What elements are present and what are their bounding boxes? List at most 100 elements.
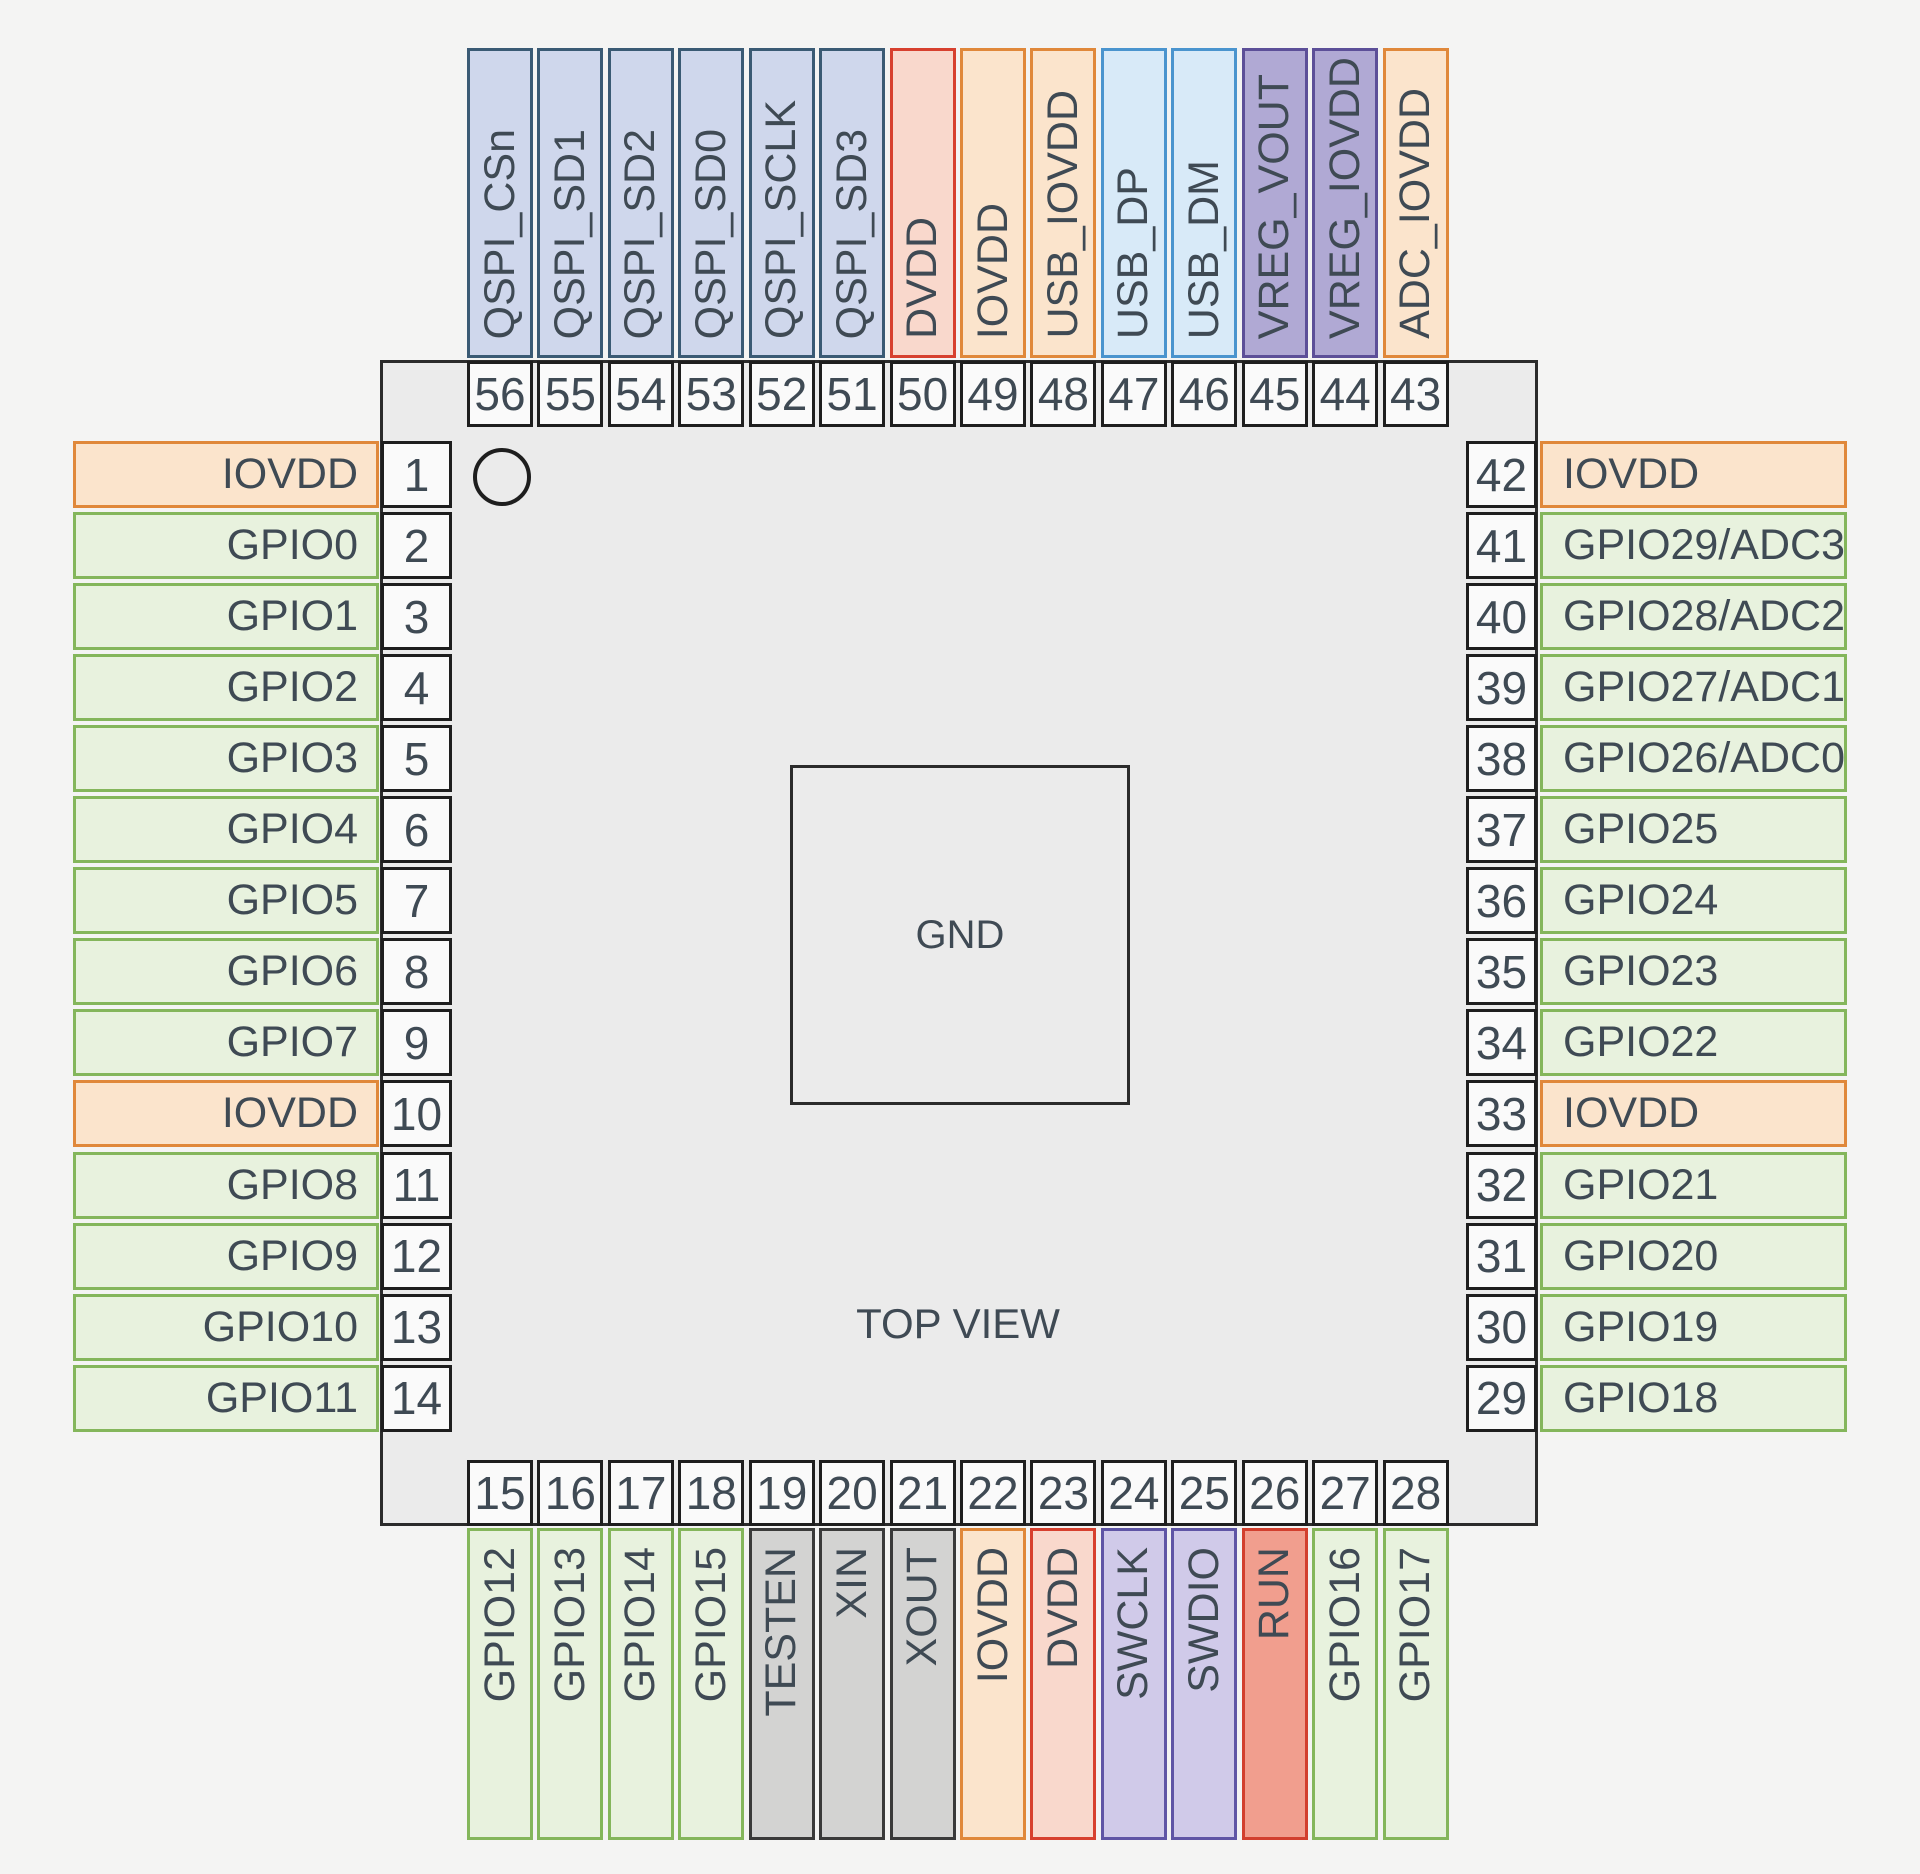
pin-number-45: 45: [1241, 361, 1308, 427]
pin-label-text-2: GPIO0: [226, 521, 358, 570]
pin-label-41: GPIO29/ADC3: [1540, 512, 1847, 580]
pin-label-53: QSPI_SD0: [678, 48, 745, 358]
pin-label-48: USB_IOVDD: [1030, 48, 1097, 358]
pin-number-text-30: 30: [1475, 1301, 1528, 1354]
pin-number-text-9: 9: [403, 1016, 430, 1069]
pin-number-42: 42: [1466, 441, 1537, 508]
pin-label-text-40: GPIO28/ADC2: [1563, 592, 1845, 641]
pin-label-28: GPIO17: [1382, 1528, 1449, 1840]
pin-number-text-23: 23: [1037, 1467, 1090, 1519]
pin-label-33: IOVDD: [1540, 1080, 1847, 1148]
pin-label-text-8: GPIO6: [226, 947, 358, 996]
pin-label-text-30: GPIO19: [1563, 1302, 1719, 1351]
pin-label-text-24: SWCLK: [1109, 1547, 1158, 1700]
pin-number-text-12: 12: [390, 1230, 443, 1283]
pin-label-50: DVDD: [889, 48, 956, 358]
pin-label-text-25: SWDIO: [1179, 1547, 1228, 1693]
pin-label-text-10: IOVDD: [221, 1089, 358, 1138]
pin-label-text-13: GPIO10: [202, 1302, 358, 1351]
pin-label-10: IOVDD: [73, 1080, 379, 1148]
pin-number-21: 21: [889, 1460, 956, 1526]
pin-label-26: RUN: [1241, 1528, 1308, 1840]
pin-number-13: 13: [381, 1293, 452, 1361]
pin-number-31: 31: [1466, 1222, 1537, 1290]
pin-label-text-28: GPIO17: [1391, 1547, 1440, 1703]
pin-label-40: GPIO28/ADC2: [1540, 583, 1847, 651]
pin-label-15: GPIO12: [467, 1528, 533, 1840]
pin-number-20: 20: [819, 1460, 886, 1526]
pin-number-9: 9: [381, 1009, 452, 1077]
pin-label-text-32: GPIO21: [1563, 1160, 1719, 1209]
pin-number-text-33: 33: [1475, 1087, 1528, 1140]
pin-label-18: GPIO15: [678, 1528, 745, 1840]
pin-label-4: GPIO2: [73, 654, 379, 722]
pin-number-text-22: 22: [967, 1467, 1019, 1519]
pin-label-1: IOVDD: [73, 441, 379, 508]
pin-label-text-22: IOVDD: [968, 1547, 1017, 1684]
pin-number-54: 54: [607, 361, 674, 427]
pin-number-text-2: 2: [403, 519, 430, 572]
pin-label-46: USB_DM: [1171, 48, 1238, 358]
pin-number-text-32: 32: [1475, 1159, 1528, 1211]
pin-number-text-29: 29: [1475, 1372, 1528, 1425]
pin-number-text-13: 13: [390, 1301, 443, 1354]
pin-label-text-11: GPIO8: [226, 1160, 358, 1209]
pin-label-56: QSPI_CSn: [467, 48, 533, 358]
pin-number-23: 23: [1030, 1460, 1097, 1526]
pin-label-23: DVDD: [1030, 1528, 1097, 1840]
pin-number-26: 26: [1241, 1460, 1308, 1526]
pin-number-46: 46: [1171, 361, 1238, 427]
pin-number-text-40: 40: [1475, 590, 1528, 643]
pin-number-33: 33: [1466, 1080, 1537, 1148]
pin-label-31: GPIO20: [1540, 1222, 1847, 1290]
pin-label-text-45: VREG_VOUT: [1250, 73, 1299, 339]
pin-label-text-18: GPIO15: [686, 1547, 735, 1703]
pin-label-44: VREG_IOVDD: [1312, 48, 1379, 358]
pin-number-32: 32: [1466, 1151, 1537, 1219]
pin-label-37: GPIO25: [1540, 796, 1847, 864]
pin-label-text-4: GPIO2: [226, 663, 358, 712]
pin-number-text-36: 36: [1475, 874, 1528, 927]
pin-number-text-47: 47: [1108, 368, 1160, 420]
pin-label-34: GPIO22: [1540, 1009, 1847, 1077]
pin-number-56: 56: [467, 361, 533, 427]
pin-number-text-3: 3: [403, 590, 430, 643]
pin-label-14: GPIO11: [73, 1364, 379, 1432]
pin-label-text-34: GPIO22: [1563, 1018, 1719, 1067]
pin-label-text-17: GPIO14: [616, 1547, 665, 1703]
pin-number-text-14: 14: [390, 1372, 443, 1425]
pin-label-35: GPIO23: [1540, 938, 1847, 1006]
pin-label-39: GPIO27/ADC1: [1540, 654, 1847, 722]
pin-number-51: 51: [819, 361, 886, 427]
pin-label-text-35: GPIO23: [1563, 947, 1719, 996]
pin-number-text-20: 20: [826, 1467, 878, 1519]
pin-number-text-5: 5: [403, 732, 430, 785]
pin-number-55: 55: [537, 361, 604, 427]
pin-number-52: 52: [748, 361, 815, 427]
pin-label-text-1: IOVDD: [221, 450, 358, 498]
pin-label-text-53: QSPI_SD0: [686, 128, 735, 339]
pin-number-text-24: 24: [1108, 1467, 1160, 1519]
pin-number-19: 19: [748, 1460, 815, 1526]
pin-number-36: 36: [1466, 867, 1537, 935]
pin-number-text-44: 44: [1319, 368, 1371, 420]
pin-number-8: 8: [381, 938, 452, 1006]
pin1-indicator-circle: [473, 448, 531, 506]
pin-label-5: GPIO3: [73, 725, 379, 793]
pin-label-text-21: XOUT: [898, 1547, 947, 1667]
pin-label-text-43: ADC_IOVDD: [1391, 88, 1440, 339]
pin-number-text-34: 34: [1475, 1016, 1528, 1069]
pin-label-54: QSPI_SD2: [607, 48, 674, 358]
pin-label-text-23: DVDD: [1038, 1547, 1087, 1669]
pin-number-38: 38: [1466, 725, 1537, 793]
pin-number-11: 11: [381, 1151, 452, 1219]
pin-label-9: GPIO7: [73, 1009, 379, 1077]
pin-number-4: 4: [381, 654, 452, 722]
pin-number-30: 30: [1466, 1293, 1537, 1361]
pin-label-text-44: VREG_IOVDD: [1320, 57, 1369, 339]
pin-label-text-49: IOVDD: [968, 202, 1017, 339]
pin-label-text-16: GPIO13: [545, 1547, 594, 1703]
pin-number-text-42: 42: [1475, 448, 1528, 501]
pin-label-text-19: TESTEN: [757, 1547, 806, 1717]
